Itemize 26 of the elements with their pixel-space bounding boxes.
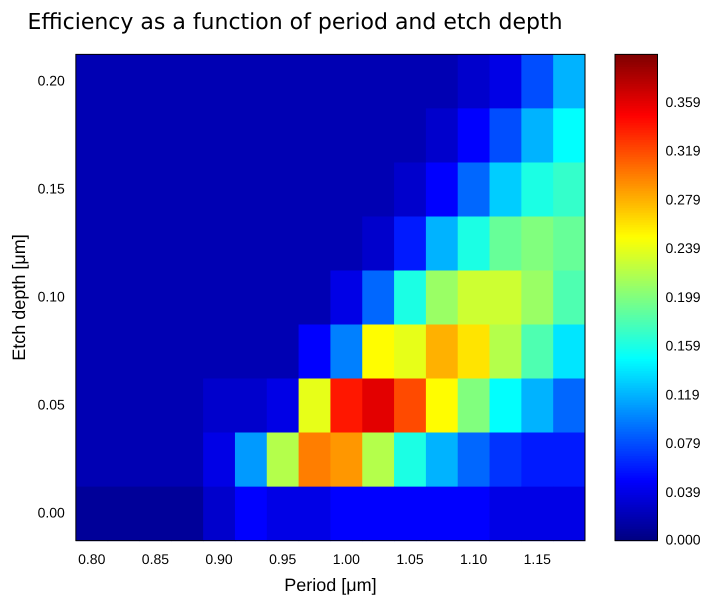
y-tick-label: 0.10	[38, 288, 66, 304]
color-bar-label: 0.079	[666, 435, 701, 452]
x-tick-label: 1.10	[460, 550, 488, 567]
x-tick-label: 0.80	[78, 550, 106, 567]
x-tick-label: 1.00	[332, 550, 360, 567]
color-bar-label: 0.119	[666, 386, 700, 402]
x-tick-label: 1.15	[524, 550, 552, 567]
color-bar-label: 0.319	[666, 142, 701, 159]
color-bar-label: 0.279	[666, 191, 701, 208]
color-bar-label: 0.359	[666, 94, 701, 110]
y-tick-label: 0.00	[38, 504, 66, 520]
y-tick-label: 0.20	[38, 72, 66, 88]
y-tick-label: 0.15	[38, 180, 66, 196]
x-tick-label: 0.85	[142, 550, 170, 567]
x-axis-title: Period [μm]	[284, 575, 377, 596]
color-bar-label: 0.239	[666, 240, 701, 256]
y-tick-label: 0.05	[38, 396, 66, 412]
color-bar-label: 0.039	[666, 484, 701, 500]
color-bar-label: 0.199	[666, 288, 701, 305]
color-bar-label: 0.159	[666, 338, 701, 354]
y-axis-title: Etch depth [μm]	[8, 234, 29, 361]
chart-title: Efficiency as a function of period and etch depth	[27, 10, 563, 35]
x-tick-label: 1.05	[396, 550, 424, 567]
x-tick-label: 0.90	[205, 550, 233, 567]
color-bar-label: 0.000	[666, 531, 701, 548]
x-tick-label: 0.95	[269, 550, 297, 567]
